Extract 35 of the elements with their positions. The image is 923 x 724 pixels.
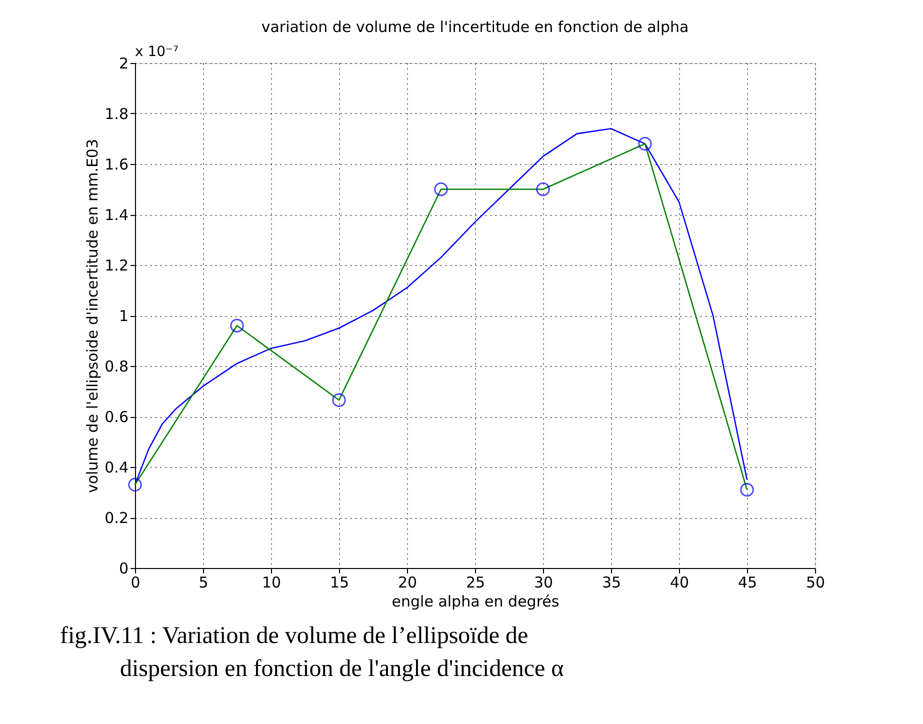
chart-title: variation de volume de l'incertitude en fonction de alpha bbox=[261, 18, 689, 36]
x-tick-label: 40 bbox=[670, 574, 690, 592]
text: x 10⁻⁷ bbox=[135, 44, 179, 60]
y-tick-label: 1.2 bbox=[104, 256, 128, 274]
y-tick-label: 0 bbox=[118, 560, 128, 578]
y-tick-label: 1.6 bbox=[104, 156, 128, 174]
x-axis-title: engle alpha en degrés bbox=[392, 592, 560, 610]
y-tick-label: 1 bbox=[118, 307, 128, 325]
x-tick-label: 35 bbox=[602, 574, 622, 592]
y-tick-label: 0.4 bbox=[104, 458, 128, 476]
y-axis-title: volume de l'ellipsoide d'incertitude en mm.E03 bbox=[84, 138, 102, 494]
x-tick-label: 10 bbox=[262, 574, 282, 592]
point bbox=[434, 182, 448, 196]
point bbox=[230, 318, 244, 332]
x-tick-label: 5 bbox=[198, 574, 208, 592]
x-tick-label: 45 bbox=[738, 574, 758, 592]
y-tick-label: 0.6 bbox=[104, 408, 128, 426]
x-tick-label: 0 bbox=[130, 574, 140, 592]
text: fig.IV.11 : Variation de volume de l’ellipsoïde de bbox=[60, 623, 528, 649]
point bbox=[128, 478, 142, 492]
text: dispersion en fonction de l'angle d'incidence α bbox=[120, 656, 564, 682]
y-tick-label: 1.8 bbox=[104, 105, 128, 123]
x-tick-label: 20 bbox=[398, 574, 418, 592]
x-tick-label: 15 bbox=[330, 574, 350, 592]
y-tick-label: 2 bbox=[118, 54, 128, 72]
point bbox=[332, 393, 346, 407]
point bbox=[536, 182, 550, 196]
y-tick-label: 0.8 bbox=[104, 358, 128, 376]
point bbox=[638, 136, 652, 151]
x-tick-label: 50 bbox=[806, 574, 826, 592]
y-tick-label: 0.2 bbox=[104, 509, 128, 527]
x-tick-label: 30 bbox=[534, 574, 554, 592]
y-tick-label: 1.4 bbox=[104, 206, 128, 224]
x-tick-label: 25 bbox=[466, 574, 486, 592]
point bbox=[740, 482, 754, 497]
